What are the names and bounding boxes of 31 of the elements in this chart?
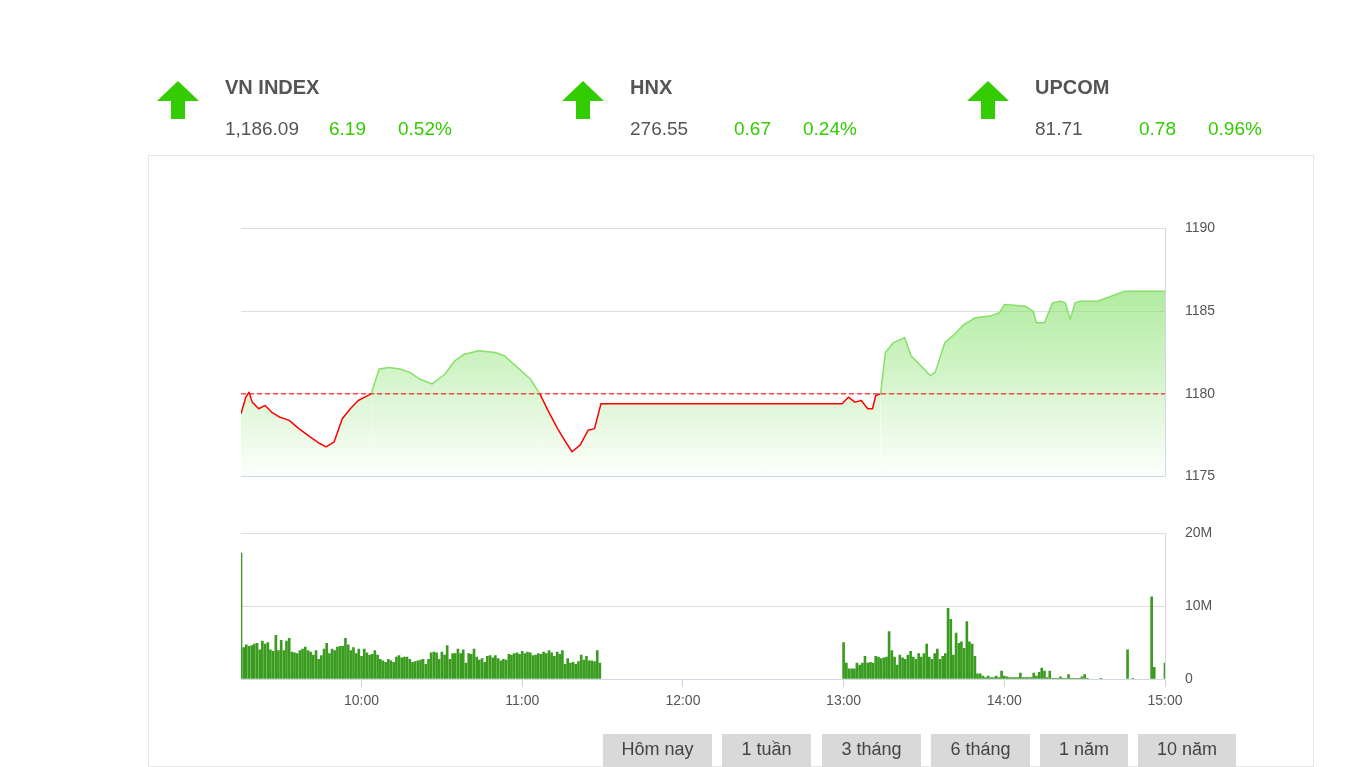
y-tick-label: 0 [1185,669,1193,686]
y-tick-label: 1180 [1185,384,1216,401]
x-tick-label: 14:00 [986,692,1023,709]
y-tick-label: 1185 [1185,301,1216,318]
category-label: 6 tháng [931,734,1030,767]
data-label: 0.67 [734,118,771,140]
x-tick-label: 15:00 [1147,692,1183,709]
x-tick-label: 12:00 [665,692,701,709]
data-label: 276.55 [630,118,689,140]
y-tick-label: 1175 [1185,467,1216,484]
y-tick-label: 1190 [1185,219,1216,236]
category-label: Hôm nay [603,734,712,767]
data-label: 0.24% [803,118,857,140]
y-tick-label: 10M [1185,597,1213,614]
data-label: 1,186.09 [225,118,299,140]
x-tick-label: 13:00 [826,692,862,709]
category-label: 1 tuần [722,734,811,767]
category-label: 1 năm [1040,734,1128,767]
category-label: 3 tháng [822,734,921,767]
category-label: 10 năm [1138,734,1236,767]
x-tick-label: 11:00 [505,692,540,709]
x-tick-label: 10:00 [344,692,380,709]
category-label: UPCOM [1035,76,1110,99]
category-label: HNX [630,76,673,99]
data-label: 0.96% [1208,118,1262,140]
data-label: 6.19 [329,118,366,140]
y-tick-label: 20M [1185,524,1213,541]
data-label: 81.71 [1035,118,1083,140]
data-label: 0.52% [398,118,452,140]
category-label: VN INDEX [225,76,320,99]
data-label: 0.78 [1139,118,1176,140]
